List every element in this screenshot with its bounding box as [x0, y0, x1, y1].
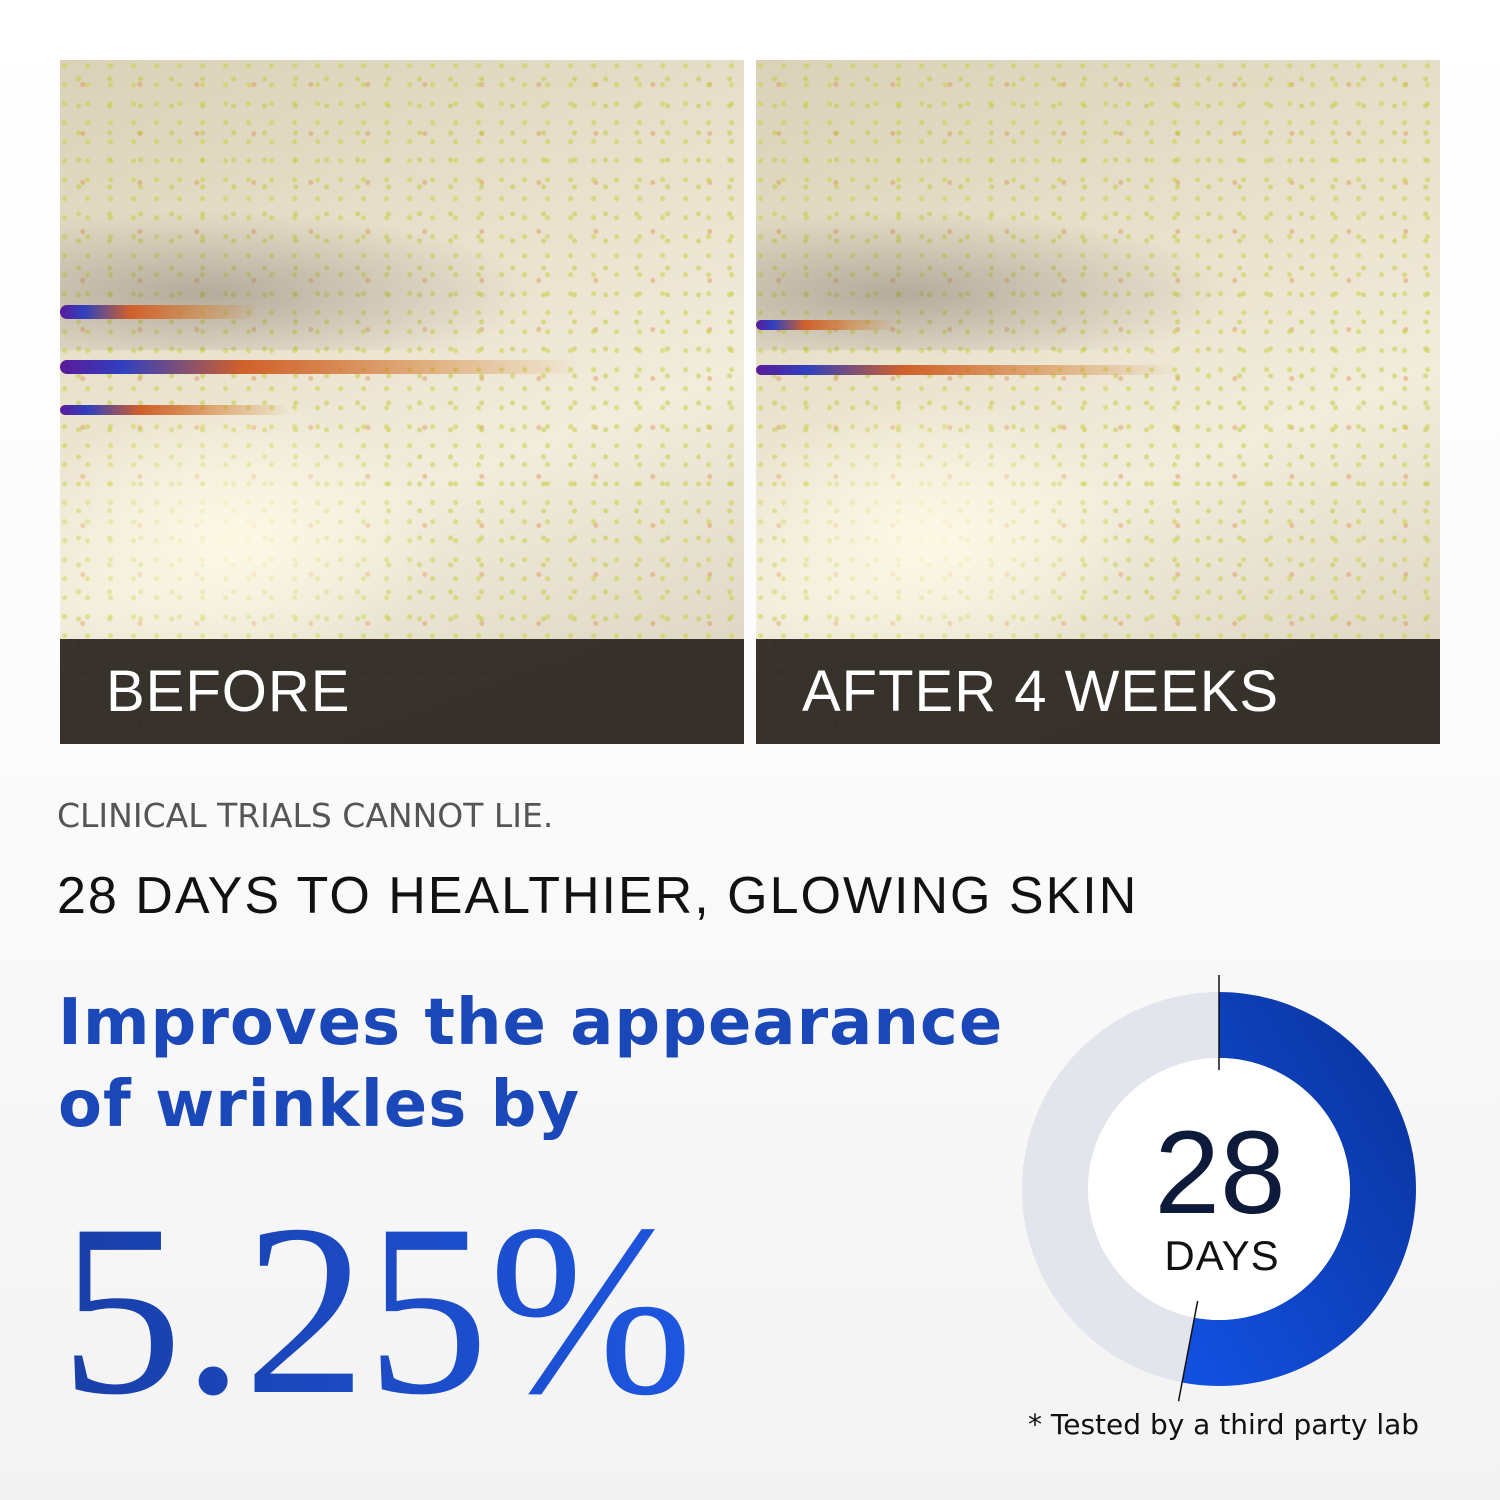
after-photo: AFTER 4 WEEKS	[756, 60, 1440, 744]
days-number: 28	[1154, 1107, 1286, 1239]
before-photo: BEFORE	[60, 60, 744, 744]
donut-center	[1088, 1058, 1350, 1320]
wrinkle-line	[60, 360, 580, 374]
footnote: * Tested by a third party lab	[1028, 1408, 1420, 1441]
before-caption: BEFORE	[60, 639, 744, 744]
wrinkle-line	[60, 405, 290, 415]
claim-line-1: Improves the appearance	[58, 986, 1004, 1060]
claim-line-2: of wrinkles by	[58, 1068, 581, 1142]
days-label: DAYS	[1164, 1232, 1280, 1279]
headline: 28 DAYS TO HEALTHIER, GLOWING SKIN	[57, 867, 1139, 925]
skin-shadow	[60, 210, 539, 350]
wrinkle-line	[756, 365, 1176, 375]
wrinkle-line	[756, 320, 896, 330]
progress-donut	[1022, 975, 1416, 1402]
wrinkle-line	[60, 305, 260, 319]
percent-value: 5.25%	[60, 1174, 693, 1445]
kicker-text: CLINICAL TRIALS CANNOT LIE.	[57, 796, 554, 835]
after-caption: AFTER 4 WEEKS	[756, 639, 1440, 744]
donut-end-marker	[1177, 1300, 1199, 1402]
claim-text: Improves the appearance of wrinkles by	[58, 982, 1003, 1146]
donut-fill	[1182, 992, 1416, 1386]
